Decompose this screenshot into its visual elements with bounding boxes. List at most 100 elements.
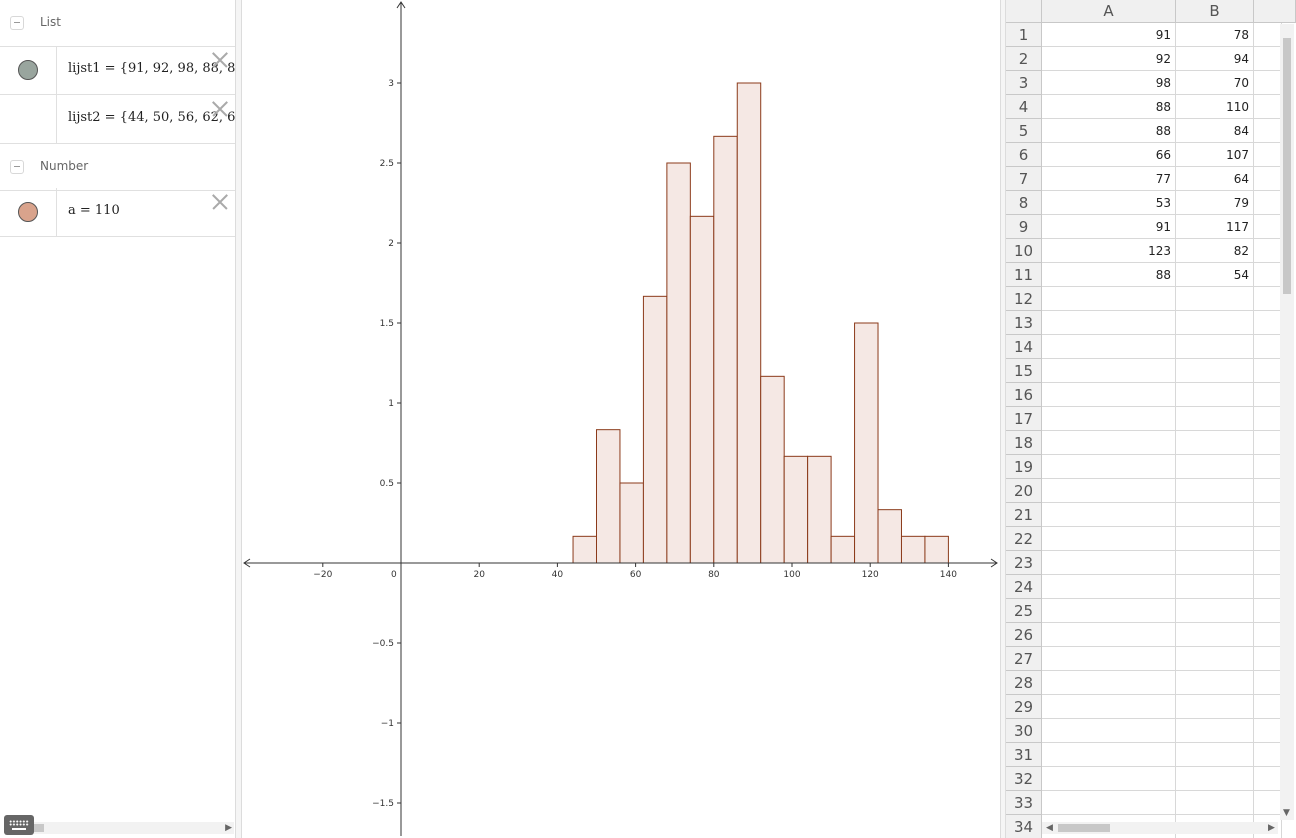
row-header[interactable]: 34 xyxy=(1006,815,1042,838)
delete-icon[interactable] xyxy=(211,193,229,211)
row-header[interactable]: 33 xyxy=(1006,791,1042,815)
row-header[interactable]: 20 xyxy=(1006,479,1042,503)
spreadsheet-cell[interactable]: 117 xyxy=(1176,215,1254,239)
spreadsheet-cell[interactable] xyxy=(1176,479,1254,503)
spreadsheet-cell[interactable] xyxy=(1042,791,1176,815)
spreadsheet-cell[interactable] xyxy=(1042,287,1176,311)
row-header[interactable]: 1 xyxy=(1006,23,1042,47)
spreadsheet-cell[interactable] xyxy=(1042,647,1176,671)
scrollbar-thumb[interactable] xyxy=(1058,824,1110,832)
algebra-item-a[interactable]: a = 110 xyxy=(0,188,235,237)
row-header[interactable]: 8 xyxy=(1006,191,1042,215)
row-header[interactable]: 30 xyxy=(1006,719,1042,743)
spreadsheet-cell[interactable] xyxy=(1254,167,1282,191)
spreadsheet-cell[interactable]: 79 xyxy=(1176,191,1254,215)
scroll-right-arrow-icon[interactable]: ▶ xyxy=(225,823,232,833)
panel-divider[interactable] xyxy=(1000,0,1006,838)
keyboard-icon[interactable] xyxy=(4,815,34,835)
algebra-item-lijst2[interactable]: lijst2 = {44, 50, 56, 62, 68, 7 xyxy=(0,95,235,144)
row-header[interactable]: 26 xyxy=(1006,623,1042,647)
spreadsheet-cell[interactable] xyxy=(1176,503,1254,527)
spreadsheet-cell[interactable]: 88 xyxy=(1042,119,1176,143)
spreadsheet-cell[interactable] xyxy=(1254,575,1282,599)
spreadsheet-cell[interactable] xyxy=(1254,815,1282,838)
spreadsheet-cell[interactable]: 107 xyxy=(1176,143,1254,167)
spreadsheet-cell[interactable]: 91 xyxy=(1042,215,1176,239)
spreadsheet-cell[interactable]: 110 xyxy=(1176,95,1254,119)
spreadsheet-cell[interactable] xyxy=(1254,71,1282,95)
scroll-down-arrow-icon[interactable]: ▼ xyxy=(1283,808,1290,818)
spreadsheet-cell[interactable] xyxy=(1176,527,1254,551)
row-header[interactable]: 24 xyxy=(1006,575,1042,599)
histogram-bar[interactable] xyxy=(760,375,785,564)
histogram-bar[interactable] xyxy=(642,295,668,564)
spreadsheet-cell[interactable]: 88 xyxy=(1042,95,1176,119)
spreadsheet-view[interactable]: A B 1 91 78 2 92 94 3 98 70 4 88 110 5 88 84 6 66 107 7 77 64 8… xyxy=(1006,0,1296,838)
row-header[interactable]: 31 xyxy=(1006,743,1042,767)
row-header[interactable]: 28 xyxy=(1006,671,1042,695)
spreadsheet-cell[interactable] xyxy=(1254,143,1282,167)
graphics-view[interactable]: −20 0 20 40 60 80 100 120 140 −1.5 −1 −0.5 0.5 1 1.5 2 2… xyxy=(242,0,1000,838)
spreadsheet-cell[interactable] xyxy=(1176,695,1254,719)
visibility-marble-icon[interactable] xyxy=(18,202,38,222)
row-header[interactable]: 32 xyxy=(1006,767,1042,791)
collapse-icon[interactable] xyxy=(10,160,24,174)
spreadsheet-cell[interactable] xyxy=(1042,359,1176,383)
spreadsheet-cell[interactable] xyxy=(1042,311,1176,335)
spreadsheet-cell[interactable] xyxy=(1042,719,1176,743)
histogram-bar[interactable] xyxy=(572,535,598,564)
delete-icon[interactable] xyxy=(211,100,229,118)
spreadsheet-cell[interactable] xyxy=(1042,671,1176,695)
spreadsheet-cell[interactable] xyxy=(1254,359,1282,383)
spreadsheet-cell[interactable] xyxy=(1176,311,1254,335)
spreadsheet-cell[interactable] xyxy=(1254,263,1282,287)
spreadsheet-cell[interactable]: 91 xyxy=(1042,23,1176,47)
spreadsheet-cell[interactable] xyxy=(1042,527,1176,551)
spreadsheet-cell[interactable] xyxy=(1176,743,1254,767)
histogram-bar[interactable] xyxy=(854,322,879,564)
row-header[interactable]: 15 xyxy=(1006,359,1042,383)
spreadsheet-cell[interactable]: 88 xyxy=(1042,263,1176,287)
spreadsheet-cell[interactable]: 77 xyxy=(1042,167,1176,191)
spreadsheet-cell[interactable] xyxy=(1176,671,1254,695)
spreadsheet-cell[interactable] xyxy=(1042,623,1176,647)
spreadsheet-cell[interactable] xyxy=(1176,287,1254,311)
panel-divider[interactable] xyxy=(235,0,242,838)
column-header-B[interactable]: B xyxy=(1176,0,1254,23)
spreadsheet-cell[interactable] xyxy=(1254,191,1282,215)
row-header[interactable]: 5 xyxy=(1006,119,1042,143)
row-header[interactable]: 14 xyxy=(1006,335,1042,359)
spreadsheet-cell[interactable] xyxy=(1254,527,1282,551)
spreadsheet-cell[interactable] xyxy=(1042,431,1176,455)
algebra-horizontal-scrollbar[interactable]: ▶ xyxy=(34,822,234,834)
spreadsheet-cell[interactable] xyxy=(1254,215,1282,239)
column-header-next[interactable] xyxy=(1254,0,1296,23)
spreadsheet-cell[interactable] xyxy=(1254,791,1282,815)
spreadsheet-cell[interactable] xyxy=(1176,431,1254,455)
spreadsheet-cell[interactable]: 123 xyxy=(1042,239,1176,263)
histogram-bar[interactable] xyxy=(666,162,691,564)
spreadsheet-cell[interactable] xyxy=(1176,335,1254,359)
algebra-item-text[interactable]: lijst1 = {91, 92, 98, 88, 88, 6 xyxy=(68,61,235,76)
row-header[interactable]: 4 xyxy=(1006,95,1042,119)
spreadsheet-cell[interactable] xyxy=(1254,671,1282,695)
spreadsheet-cell[interactable]: 53 xyxy=(1042,191,1176,215)
group-header-number[interactable]: Number xyxy=(0,144,235,191)
spreadsheet-horizontal-scrollbar[interactable] xyxy=(1042,822,1278,834)
spreadsheet-cell[interactable] xyxy=(1254,455,1282,479)
histogram-bar[interactable] xyxy=(830,535,856,564)
spreadsheet-cell[interactable]: 78 xyxy=(1176,23,1254,47)
spreadsheet-cell[interactable] xyxy=(1254,623,1282,647)
spreadsheet-cell[interactable] xyxy=(1254,479,1282,503)
algebra-item-text[interactable]: lijst2 = {44, 50, 56, 62, 68, 7 xyxy=(68,110,235,125)
spreadsheet-cell[interactable]: 70 xyxy=(1176,71,1254,95)
spreadsheet-cell[interactable] xyxy=(1254,743,1282,767)
spreadsheet-cell[interactable]: 92 xyxy=(1042,47,1176,71)
histogram-bar[interactable] xyxy=(877,509,902,564)
spreadsheet-cell[interactable] xyxy=(1254,599,1282,623)
histogram-bar[interactable] xyxy=(619,482,644,564)
spreadsheet-cell[interactable] xyxy=(1254,767,1282,791)
spreadsheet-cell[interactable] xyxy=(1042,335,1176,359)
delete-icon[interactable] xyxy=(211,51,229,69)
spreadsheet-cell[interactable] xyxy=(1042,551,1176,575)
